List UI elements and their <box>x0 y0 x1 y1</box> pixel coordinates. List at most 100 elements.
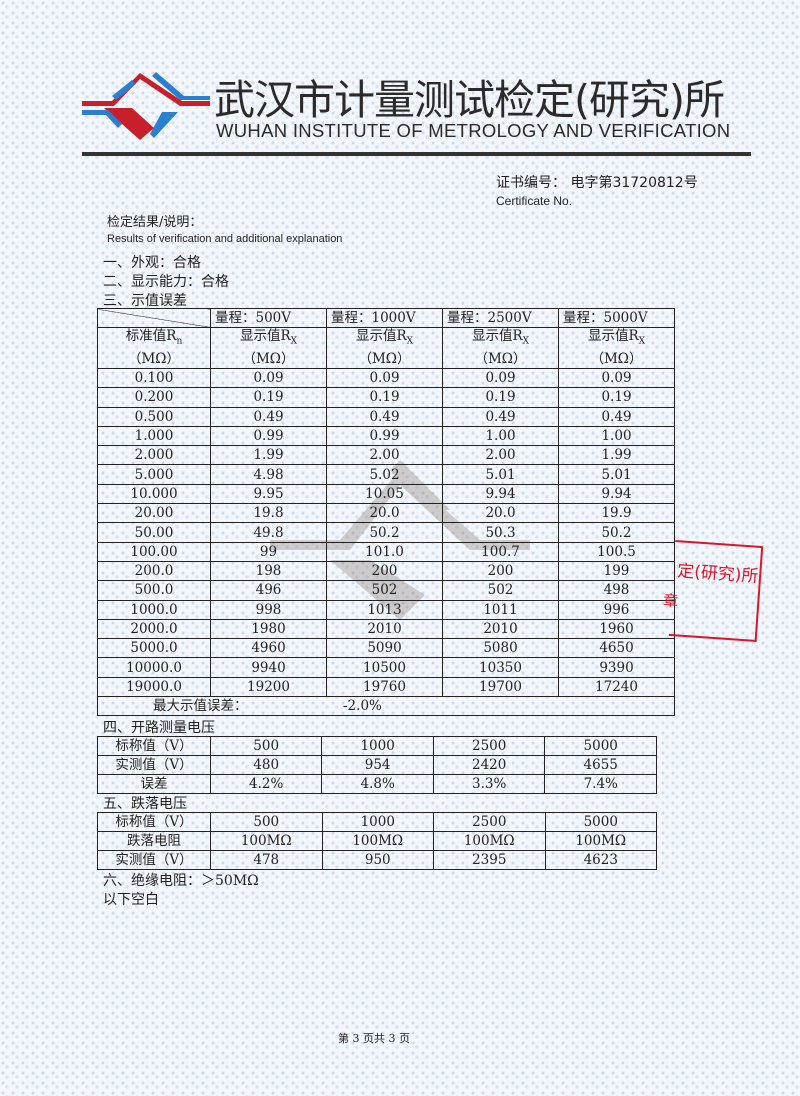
value-cell: 5000 <box>544 812 657 832</box>
display-value-cell: 19.9 <box>558 503 675 524</box>
institute-title-en: WUHAN INSTITUTE OF METROLOGY AND VERIFIC… <box>216 120 731 141</box>
display-value-cell: 0.99 <box>326 425 443 447</box>
display-value-cell: 1.00 <box>558 425 675 447</box>
value-cell: 478 <box>210 850 323 870</box>
display-value-cell: 9940 <box>210 657 327 678</box>
certificate-number: 证书编号： 电字第31720812号 <box>496 172 698 192</box>
official-stamp: 定(研究)所 章 <box>663 540 764 642</box>
table-row: 误差 4.2% 4.8% 3.3% 7.4% <box>97 774 657 794</box>
header-subscript: X <box>290 336 298 347</box>
standard-value-cell: 100.00 <box>97 541 211 562</box>
display-value-cell: 0.09 <box>442 367 559 389</box>
display-value-cell: 1980 <box>210 618 327 640</box>
table-row: 标称值（V） 500 1000 2500 5000 <box>97 736 657 756</box>
standard-value-cell: 50.00 <box>97 522 211 543</box>
display-value-cell: 19.8 <box>210 503 327 524</box>
table-row: 10000.0 9940 10500 10350 9390 <box>97 657 675 678</box>
section-display: 二、显示能力：合格 <box>103 274 229 290</box>
table-row: 100.00 99 101.0 100.7 100.5 <box>97 541 675 562</box>
display-value-cell: 1960 <box>558 618 675 640</box>
display-value-cell: 498 <box>558 580 675 601</box>
display-value-header: 显示值RX （MΩ） <box>326 327 443 369</box>
header-text: 显示值R <box>355 328 407 345</box>
row-label: 误差 <box>97 774 211 794</box>
stamp-text-line2: 章 <box>662 591 679 611</box>
page-number: 第 3 页共 3 页 <box>338 1032 410 1045</box>
value-cell: 7.4% <box>544 774 657 794</box>
unit-text: （MΩ） <box>242 350 295 367</box>
display-value-cell: 5.02 <box>326 464 443 485</box>
header-rule <box>82 152 751 156</box>
display-value-cell: 502 <box>326 580 443 601</box>
standard-value-cell: 0.200 <box>97 387 211 408</box>
standard-value-cell: 0.100 <box>97 367 211 389</box>
table-row: 500.0 496 502 502 498 <box>97 580 675 601</box>
row-label: 标称值（V） <box>97 812 211 832</box>
range-header: 量程：2500V <box>442 307 559 329</box>
standard-value-cell: 10000.0 <box>97 657 211 678</box>
row-label: 标称值（V） <box>97 736 211 756</box>
display-value-cell: 4650 <box>558 638 675 659</box>
section-open-voltage: 四、开路测量电压 <box>103 720 215 736</box>
display-value-header: 显示值RX （MΩ） <box>558 327 675 369</box>
display-value-cell: 199 <box>558 560 675 582</box>
display-value-cell: 496 <box>210 580 327 601</box>
stamp-text-line1: 定(研究)所 <box>676 561 760 587</box>
table-row: 5.000 4.98 5.02 5.01 5.01 <box>97 464 675 485</box>
section-indication-error: 三、示值误差 <box>103 293 187 309</box>
table-row: 200.0 198 200 200 199 <box>97 560 675 582</box>
section-insulation: 六、绝缘电阻：＞50MΩ <box>103 873 259 889</box>
display-value-cell: 20.0 <box>442 503 559 524</box>
display-value-cell: 998 <box>210 599 327 620</box>
display-value-cell: 100.7 <box>442 541 559 562</box>
display-value-cell: 0.09 <box>210 367 327 389</box>
display-value-cell: 19200 <box>210 676 327 698</box>
range-header-row: 量程：500V 量程：1000V 量程：2500V 量程：5000V <box>97 307 675 329</box>
header-subscript: X <box>638 336 646 347</box>
certificate-label: 证书编号： <box>496 175 566 191</box>
display-value-cell: 10500 <box>326 657 443 678</box>
value-cell: 1000 <box>321 736 434 756</box>
display-value-cell: 1013 <box>326 599 443 620</box>
range-header: 量程：500V <box>210 307 327 329</box>
header-subscript: X <box>406 336 414 347</box>
display-value-cell: 17240 <box>558 676 675 698</box>
value-cell: 5000 <box>544 736 657 756</box>
standard-value-cell: 500.0 <box>97 580 211 601</box>
display-value-cell: 50.2 <box>558 522 675 543</box>
display-value-cell: 1.99 <box>558 445 675 466</box>
header-subscript: X <box>522 336 530 347</box>
header-text: 标准值R <box>125 328 177 345</box>
value-cell: 4623 <box>544 850 657 870</box>
standard-value-cell: 1.000 <box>97 425 211 447</box>
value-cell: 954 <box>321 755 434 775</box>
section-drop-voltage: 五、跌落电压 <box>103 796 187 812</box>
display-value-cell: 10350 <box>442 657 559 678</box>
range-header: 量程：5000V <box>558 307 675 329</box>
header-subscript: n <box>176 336 183 347</box>
indication-error-table: 量程：500V 量程：1000V 量程：2500V 量程：5000V 标准值Rn （MΩ）… <box>97 307 675 717</box>
drop-voltage-table: 标称值（V） 500 1000 2500 5000 跌落电阻 100MΩ 100MΩ 100MΩ… <box>97 812 657 870</box>
standard-value-cell: 1000.0 <box>97 599 211 620</box>
display-value-cell: 0.19 <box>210 387 327 408</box>
display-value-cell: 9390 <box>558 657 675 678</box>
row-label: 跌落电阻 <box>97 831 211 851</box>
unit-text: （MΩ） <box>127 350 181 367</box>
table-row: 跌落电阻 100MΩ 100MΩ 100MΩ 100MΩ <box>97 831 657 851</box>
standard-value-cell: 10.000 <box>97 483 211 505</box>
display-value-cell: 19700 <box>442 676 559 698</box>
results-label-en: Results of verification and additional e… <box>107 233 343 245</box>
display-value-cell: 2010 <box>326 618 443 640</box>
diagonal-header-cell <box>97 307 211 329</box>
display-value-cell: 5090 <box>326 638 443 659</box>
display-value-cell: 101.0 <box>326 541 443 562</box>
display-value-cell: 198 <box>210 560 327 582</box>
standard-value-cell: 2.000 <box>97 445 211 466</box>
display-value-cell: 0.19 <box>326 387 443 408</box>
value-cell: 100MΩ <box>321 831 434 851</box>
table-row: 0.200 0.19 0.19 0.19 0.19 <box>97 387 675 408</box>
certificate-label-en: Certificate No. <box>496 194 573 208</box>
display-value-cell: 0.09 <box>326 367 443 389</box>
value-cell: 950 <box>321 850 434 870</box>
table-row: 标称值（V） 500 1000 2500 5000 <box>97 812 657 832</box>
